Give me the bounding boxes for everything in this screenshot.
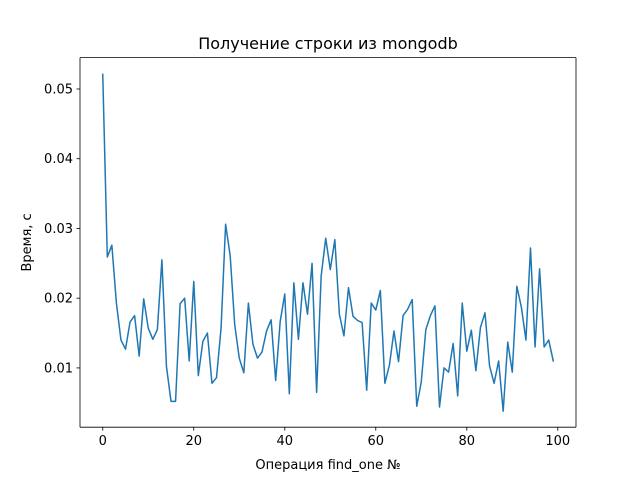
y-tick-label: 0.01: [44, 361, 73, 376]
x-axis-label: Операция find_one №: [255, 458, 400, 473]
y-tick-label: 0.04: [44, 152, 73, 167]
plot-area: [80, 57, 576, 428]
x-tick-label: 60: [368, 434, 385, 449]
x-tick-label: 20: [185, 434, 202, 449]
y-tick-label: 0.02: [44, 292, 73, 307]
series-layer: [101, 73, 555, 412]
axes-layer: [79, 57, 577, 428]
x-tick-label: 0: [99, 434, 107, 449]
x-tick-label: 80: [459, 434, 476, 449]
y-tick-label: 0.03: [44, 222, 73, 237]
x-tick-label: 100: [545, 434, 570, 449]
y-axis-label: Время, с: [20, 213, 35, 271]
y-tick-label: 0.05: [44, 82, 73, 97]
chart-title: Получение строки из mongodb: [198, 34, 458, 53]
ticks-layer: 0 20 40 60 80 100 0.01 0.02 0.03 0.04 0.05: [44, 82, 570, 449]
x-tick-label: 40: [276, 434, 293, 449]
series-line-0: [101, 73, 555, 412]
